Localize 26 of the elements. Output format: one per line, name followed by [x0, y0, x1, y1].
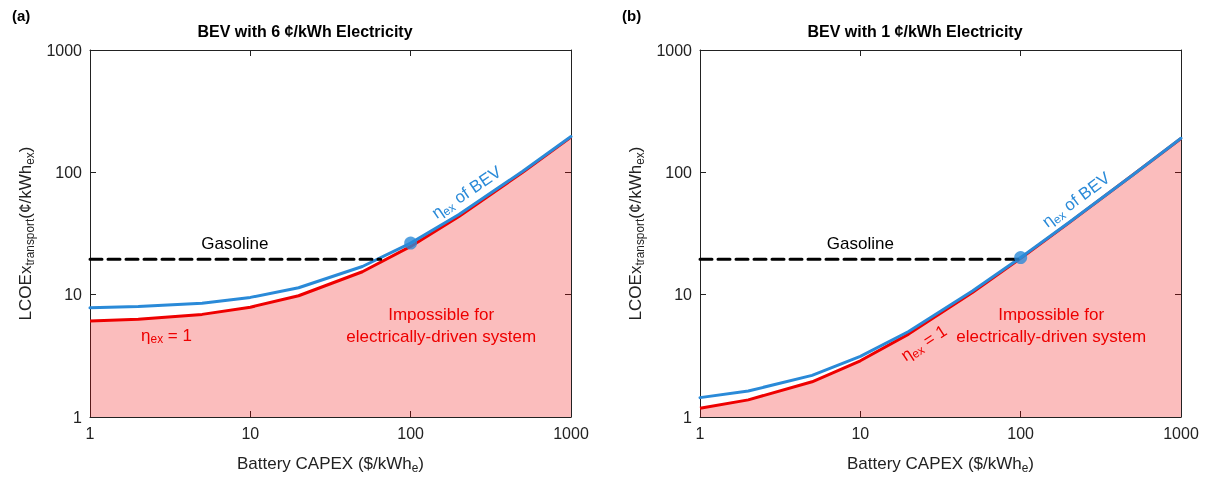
text: (b) [622, 7, 642, 24]
x-tick-label: 100 [1007, 424, 1035, 442]
y-tick-label: 1000 [46, 41, 83, 59]
series-label: Gasoline [201, 233, 269, 253]
annotation: Impossible for electrically-driven system [346, 304, 537, 346]
y-tick-label: 10 [64, 286, 83, 304]
y-tick-label: 1 [73, 408, 83, 426]
y-tick-label: 100 [665, 163, 693, 181]
series-label: Gasoline [826, 233, 894, 253]
text: ηex of BEV [428, 161, 506, 223]
annotation: Impossible for electrically-driven system [956, 304, 1147, 346]
chart-title: BEV with 1 ¢/kWh Electricity [807, 22, 1023, 40]
text: (a) [12, 7, 31, 24]
x-tick-label: 1 [85, 424, 95, 442]
y-tick-label: 1 [683, 408, 693, 426]
x-tick-label: 100 [397, 424, 425, 442]
x-tick-label: 1 [695, 424, 705, 442]
x-tick-label: 1000 [553, 424, 589, 442]
x-tick-label: 10 [241, 424, 260, 442]
y-tick-label: 100 [55, 163, 83, 181]
y-tick-label: 10 [674, 286, 693, 304]
y-tick-label: 1000 [656, 41, 693, 59]
x-tick-label: 1000 [1163, 424, 1199, 442]
x-tick-label: 10 [851, 424, 870, 442]
chart-title: BEV with 6 ¢/kWh Electricity [197, 22, 413, 40]
series-label: ηex = 1 [897, 321, 951, 366]
